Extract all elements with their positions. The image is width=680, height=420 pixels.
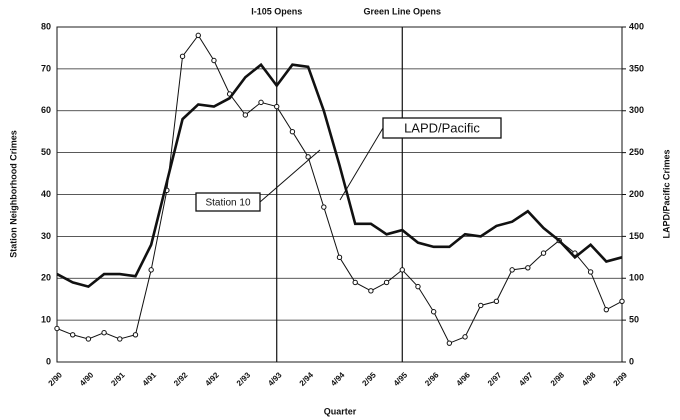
data-point xyxy=(587,269,594,275)
data-point xyxy=(336,254,343,261)
x-tick-label: 2/98 xyxy=(549,370,567,388)
data-point xyxy=(540,250,547,256)
series-line xyxy=(56,62,623,289)
x-tick-label: 2/96 xyxy=(423,370,441,388)
x-tick-label: 4/90 xyxy=(78,370,96,388)
data-point xyxy=(462,334,468,340)
y2-tick-label: 150 xyxy=(629,231,644,241)
x-tick-label: 2/90 xyxy=(47,370,65,388)
y-tick-label: 60 xyxy=(41,105,51,115)
data-point xyxy=(132,332,139,338)
data-point xyxy=(242,112,249,118)
y2-tick-label: 350 xyxy=(629,63,644,73)
callout-leader xyxy=(259,149,321,203)
data-point xyxy=(352,279,358,286)
data-point xyxy=(195,32,201,39)
x-tick-label: 4/91 xyxy=(141,370,159,388)
y2-tick-label: 250 xyxy=(629,147,644,157)
x-tick-label: 4/94 xyxy=(329,370,347,388)
x-tick-label: 2/99 xyxy=(612,370,630,388)
legend-label: Station 10 xyxy=(205,198,250,209)
y-tick-label: 80 xyxy=(41,21,51,31)
data-point xyxy=(509,267,515,273)
x-tick-label: 4/98 xyxy=(580,370,598,388)
event-label: I-105 Opens xyxy=(251,6,302,16)
y2-tick-label: 100 xyxy=(629,273,644,283)
y-axis-label: Station Neighborhood Crimes xyxy=(8,130,18,258)
y2-tick-label: 400 xyxy=(629,21,644,31)
y2-tick-label: 0 xyxy=(629,356,634,366)
x-tick-label: 4/97 xyxy=(517,370,535,388)
data-point xyxy=(258,99,264,106)
data-point xyxy=(321,204,327,210)
x-tick-label: 4/96 xyxy=(455,370,473,388)
y2-tick-label: 200 xyxy=(629,189,644,199)
data-point xyxy=(383,279,390,286)
y-tick-label: 20 xyxy=(41,273,51,283)
data-point xyxy=(289,128,296,135)
x-tick-label: 2/93 xyxy=(235,370,253,388)
data-point xyxy=(148,267,154,273)
x-axis-label: Quarter xyxy=(324,406,357,416)
data-point xyxy=(493,298,500,304)
data-point xyxy=(603,306,610,313)
x-tick-label: 2/95 xyxy=(360,370,378,388)
data-point xyxy=(69,332,76,338)
data-point xyxy=(478,302,484,309)
data-point xyxy=(211,57,217,64)
data-point xyxy=(101,329,107,336)
data-point xyxy=(54,325,60,332)
data-point xyxy=(117,336,123,342)
data-point xyxy=(619,298,625,304)
y2-tick-label: 50 xyxy=(629,315,639,325)
data-point xyxy=(399,267,405,273)
y-tick-label: 40 xyxy=(41,189,51,199)
x-tick-label: 2/91 xyxy=(109,370,127,388)
series-line xyxy=(56,34,623,344)
data-point xyxy=(305,154,311,160)
y-tick-label: 50 xyxy=(41,147,51,157)
legend-box xyxy=(382,117,502,139)
legend-label: LAPD/Pacific xyxy=(404,120,480,135)
x-tick-label: 2/92 xyxy=(172,370,190,388)
y-tick-label: 70 xyxy=(41,63,51,73)
x-tick-label: 2/94 xyxy=(298,370,316,388)
x-tick-label: 4/93 xyxy=(266,370,284,388)
data-point xyxy=(85,336,92,342)
event-label: Green Line Opens xyxy=(364,6,442,16)
y-tick-label: 10 xyxy=(41,315,51,325)
data-point xyxy=(274,103,280,110)
x-tick-label: 4/92 xyxy=(203,370,221,388)
data-point xyxy=(430,309,437,315)
data-point xyxy=(179,53,186,60)
x-tick-label: 4/95 xyxy=(392,370,410,388)
y-tick-label: 30 xyxy=(41,231,51,241)
y2-axis-label: LAPD/Pacific Crimes xyxy=(661,149,671,238)
data-point xyxy=(368,288,374,294)
callout-leader xyxy=(339,127,384,201)
legend-box xyxy=(195,192,261,212)
x-tick-label: 2/97 xyxy=(486,370,504,388)
y2-tick-label: 300 xyxy=(629,105,644,115)
data-point xyxy=(415,283,421,290)
y-tick-label: 0 xyxy=(46,356,51,366)
data-point xyxy=(446,340,453,346)
data-point xyxy=(525,265,531,271)
